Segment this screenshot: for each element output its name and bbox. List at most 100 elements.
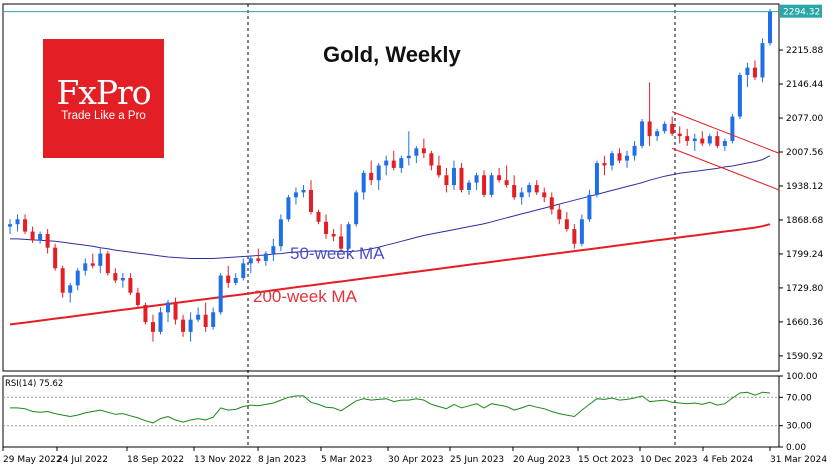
candle-body bbox=[459, 167, 464, 190]
candle-body bbox=[692, 138, 697, 142]
y-tick-label: 1590.92 bbox=[786, 352, 823, 362]
last-price-tag bbox=[780, 4, 822, 18]
candle-body bbox=[662, 123, 667, 132]
last-price-label: 2294.32 bbox=[783, 8, 820, 18]
candle-body bbox=[354, 192, 359, 225]
candle-body bbox=[278, 219, 283, 247]
candle-body bbox=[564, 219, 569, 230]
candle-body bbox=[339, 236, 344, 249]
candle-body bbox=[677, 133, 682, 137]
candle-body bbox=[421, 148, 426, 154]
candle-body bbox=[218, 275, 223, 313]
rsi-y-tick-label: 0.00 bbox=[786, 443, 806, 453]
rsi-y-tick-label: 70.00 bbox=[786, 393, 812, 403]
x-tick-label: 5 Mar 2023 bbox=[321, 455, 372, 465]
candle-body bbox=[30, 231, 35, 241]
candle-body bbox=[38, 233, 43, 241]
candle-body bbox=[263, 253, 268, 261]
candle-body bbox=[572, 229, 577, 244]
candle-body bbox=[685, 136, 690, 142]
candle-body bbox=[745, 67, 750, 75]
candle-body bbox=[316, 211, 321, 222]
candle-body bbox=[451, 167, 456, 186]
candle-body bbox=[8, 224, 12, 227]
candle-body bbox=[579, 219, 584, 244]
channel-lower-line bbox=[671, 147, 780, 191]
candle-body bbox=[519, 192, 524, 198]
candle-body bbox=[617, 153, 622, 161]
y-tick-label: 2007.56 bbox=[786, 148, 823, 158]
candle-body bbox=[203, 314, 208, 327]
candle-body bbox=[226, 275, 231, 283]
candle-body bbox=[150, 322, 155, 332]
candle-body bbox=[640, 121, 645, 146]
rsi-y-tick-label: 30.00 bbox=[786, 422, 812, 432]
candle-body bbox=[143, 304, 148, 323]
candle-body bbox=[399, 158, 404, 168]
candle-body bbox=[293, 192, 298, 198]
logo-tagline: Trade Like a Pro bbox=[61, 110, 146, 122]
candle-body bbox=[406, 155, 411, 159]
candle-body bbox=[707, 136, 712, 144]
candle-body bbox=[625, 155, 630, 161]
candle-body bbox=[760, 43, 765, 78]
candle-body bbox=[60, 268, 65, 293]
candle-body bbox=[602, 163, 607, 166]
candle-body bbox=[286, 197, 291, 220]
y-tick-label: 1729.80 bbox=[786, 284, 823, 294]
candle-body bbox=[489, 175, 494, 195]
logo-brand: FxPro bbox=[56, 73, 151, 112]
candle-body bbox=[504, 180, 509, 186]
candle-body bbox=[15, 219, 20, 225]
candle-body bbox=[105, 253, 110, 274]
rsi-y-tick-label: 100.00 bbox=[786, 372, 818, 382]
candle-body bbox=[715, 136, 720, 146]
candle-body bbox=[308, 189, 313, 212]
candle-body bbox=[752, 67, 757, 78]
chart-title: Gold, Weekly bbox=[323, 42, 461, 67]
candle-body bbox=[632, 145, 637, 156]
y-tick-label: 2146.44 bbox=[786, 80, 823, 90]
candle-body bbox=[181, 319, 186, 332]
candle-body bbox=[497, 175, 502, 181]
y-tick-label: 1868.68 bbox=[786, 216, 823, 226]
candle-body bbox=[587, 194, 592, 220]
y-tick-label: 2077.00 bbox=[786, 114, 823, 124]
rsi-line bbox=[10, 391, 771, 424]
candle-body bbox=[700, 138, 705, 144]
candle-body bbox=[98, 253, 103, 266]
x-tick-label: 20 Aug 2023 bbox=[513, 455, 571, 465]
candle-body bbox=[158, 312, 163, 332]
candle-body bbox=[324, 221, 329, 234]
ma200-line bbox=[9, 223, 771, 326]
x-tick-label: 18 Sep 2022 bbox=[127, 455, 184, 465]
x-tick-label: 30 Apr 2023 bbox=[388, 455, 444, 465]
candle-body bbox=[768, 11, 772, 44]
candle-body bbox=[188, 319, 193, 332]
candle-body bbox=[369, 172, 374, 181]
candle-body bbox=[361, 172, 366, 193]
ma50-annotation: 50-week MA bbox=[290, 244, 385, 263]
candle-body bbox=[23, 219, 28, 232]
candle-body bbox=[609, 153, 614, 166]
x-tick-label: 4 Feb 2024 bbox=[703, 455, 754, 465]
candle-body bbox=[271, 246, 276, 254]
candle-body bbox=[391, 160, 396, 168]
candle-body bbox=[83, 263, 88, 271]
candle-body bbox=[467, 182, 472, 190]
candle-body bbox=[670, 123, 675, 134]
candle-body bbox=[248, 258, 253, 264]
x-tick-label: 10 Dec 2023 bbox=[640, 455, 698, 465]
y-tick-label: 1660.36 bbox=[786, 318, 823, 328]
x-tick-label: 24 Jul 2022 bbox=[57, 455, 108, 465]
candle-body bbox=[730, 116, 735, 142]
candle-body bbox=[384, 160, 389, 166]
candle-body bbox=[655, 131, 660, 137]
candle-body bbox=[436, 165, 441, 176]
candle-body bbox=[241, 263, 246, 279]
candle-body bbox=[211, 312, 216, 327]
candle-body bbox=[173, 302, 178, 320]
candle-body bbox=[75, 270, 80, 286]
